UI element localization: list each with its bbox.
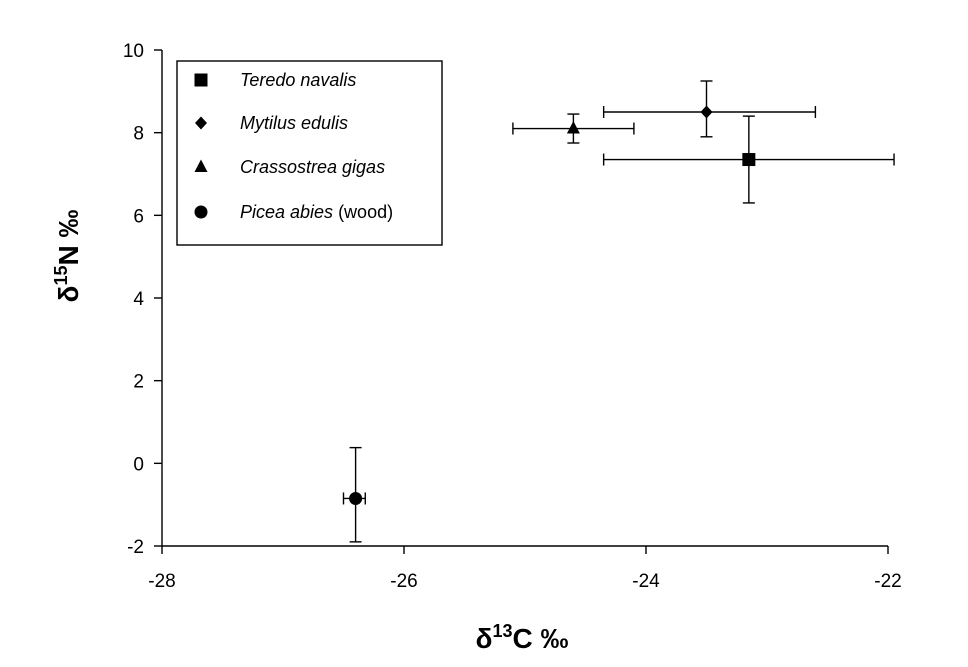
y-tick-label: -2 <box>127 537 144 558</box>
y-tick-label: 4 <box>133 289 144 310</box>
legend-label-italic: Teredo navalis <box>240 70 356 90</box>
legend: Teredo navalis Mytilus edulis Crassostrea … <box>176 60 443 246</box>
legend-entry: Teredo navalis <box>194 70 356 90</box>
legend-diamond-icon <box>195 116 207 130</box>
y-axis-title-rest: N ‰ <box>53 209 84 265</box>
y-tick-label: 8 <box>133 124 144 145</box>
y-tick-label: 6 <box>133 206 144 227</box>
square-data-point <box>742 153 756 167</box>
data-markers <box>349 105 756 505</box>
legend-square-icon <box>194 73 208 87</box>
legend-label: Crassostrea gigas <box>240 157 385 177</box>
circle-data-point <box>349 491 363 505</box>
diamond-data-point <box>700 105 713 119</box>
y-tick-label: 2 <box>133 372 144 393</box>
triangle-data-point <box>566 121 580 134</box>
legend-entry: Crassostrea gigas <box>194 157 385 177</box>
legend-triangle-icon <box>194 159 208 172</box>
legend-label: Mytilus edulis <box>240 113 348 133</box>
legend-label-italic: Picea abies <box>240 202 333 222</box>
x-axis-title-delta: δ <box>475 623 492 654</box>
x-axis-title-sup: 13 <box>492 621 512 641</box>
legend-box <box>176 60 443 246</box>
legend-label: Picea abies (wood) <box>240 202 393 222</box>
legend-entry: Picea abies (wood) <box>194 202 393 222</box>
y-tick-label: 0 <box>133 454 144 475</box>
axis-ticks: -28 -26 -24 -22 -2 0 2 4 6 8 10 <box>123 41 902 592</box>
legend-circle-icon <box>194 205 208 219</box>
y-tick-label: 10 <box>123 41 144 62</box>
x-tick-label: -26 <box>390 571 417 592</box>
x-tick-label: -28 <box>148 571 175 592</box>
legend-label-suffix: (wood) <box>333 202 393 222</box>
legend-label: Teredo navalis <box>240 70 356 90</box>
legend-label-italic: Mytilus edulis <box>240 113 348 133</box>
y-axis-title: δ15N ‰ <box>51 209 84 302</box>
x-axis-title: δ13C ‰ <box>475 621 568 654</box>
x-tick-label: -24 <box>632 571 660 592</box>
legend-label-italic: Crassostrea gigas <box>240 157 385 177</box>
x-axis-title-rest: C ‰ <box>513 623 569 654</box>
legend-entry: Mytilus edulis <box>195 113 348 133</box>
x-tick-label: -22 <box>874 571 901 592</box>
y-axis-title-sup: 15 <box>51 265 71 285</box>
y-axis-title-delta: δ <box>53 286 84 303</box>
